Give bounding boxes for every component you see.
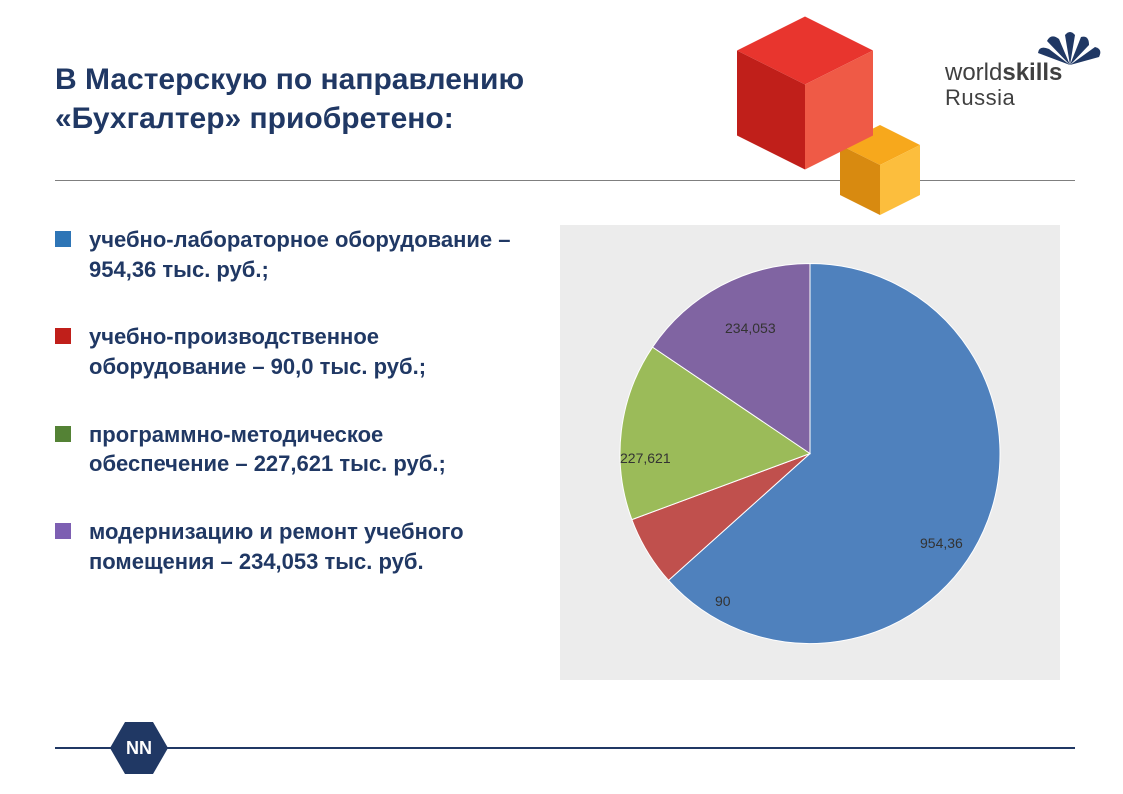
logo-burst-icon (1035, 15, 1105, 65)
legend-list: учебно-лабораторное оборудование – 954,3… (55, 225, 525, 615)
list-item-text: учебно-лабораторное оборудование – 954,3… (89, 225, 525, 284)
slide: В Мастерскую по направлению «Бухгалтер» … (0, 0, 1123, 794)
page-title: В Мастерскую по направлению «Бухгалтер» … (55, 60, 665, 138)
list-item: учебно-лабораторное оборудование – 954,3… (55, 225, 525, 284)
pie-chart-panel: 954,36 90 227,621 234,053 (560, 225, 1060, 680)
logo-word-world: world (945, 59, 1002, 86)
pie-slice-label: 954,36 (920, 535, 963, 551)
pie-slice-label: 90 (715, 593, 731, 609)
divider-bottom (55, 747, 1075, 749)
marker-icon (55, 523, 71, 539)
page-number-text: NN (110, 722, 168, 774)
marker-icon (55, 328, 71, 344)
marker-icon (55, 426, 71, 442)
marker-icon (55, 231, 71, 247)
logo-text-line2: Russia (945, 85, 1105, 111)
list-item-text: модернизацию и ремонт учебного помещения… (89, 517, 525, 576)
list-item: программно-методическое обеспечение – 22… (55, 420, 525, 479)
page-number-badge: NN (110, 722, 168, 774)
list-item: учебно-производственное оборудование – 9… (55, 322, 525, 381)
pie-slice-label: 234,053 (725, 320, 776, 336)
list-item-text: учебно-производственное оборудование – 9… (89, 322, 525, 381)
worldskills-logo: worldskills Russia (945, 15, 1105, 111)
list-item: модернизацию и ремонт учебного помещения… (55, 517, 525, 576)
list-item-text: программно-методическое обеспечение – 22… (89, 420, 525, 479)
pie-slice-label: 227,621 (620, 450, 671, 466)
decor-cube-red (720, 8, 890, 178)
